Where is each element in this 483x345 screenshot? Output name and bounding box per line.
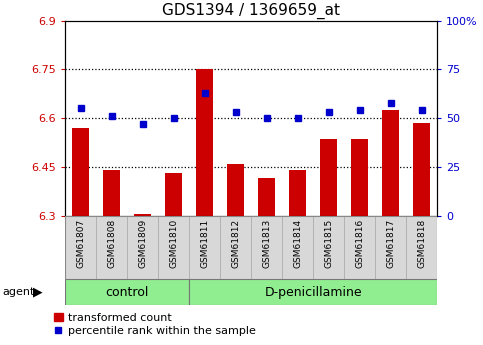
Text: GSM61811: GSM61811 [200, 219, 209, 268]
Bar [344, 216, 375, 279]
Bar [158, 216, 189, 279]
Bar [196, 69, 213, 216]
Bar [65, 279, 189, 305]
Title: GDS1394 / 1369659_at: GDS1394 / 1369659_at [162, 3, 340, 19]
Text: GSM61810: GSM61810 [169, 219, 178, 268]
Bar [382, 110, 399, 216]
Bar [251, 216, 282, 279]
Bar [258, 178, 275, 216]
Bar [413, 123, 430, 216]
Text: GSM61816: GSM61816 [355, 219, 364, 268]
Text: GSM61818: GSM61818 [417, 219, 426, 268]
Bar [96, 216, 127, 279]
Bar [313, 216, 344, 279]
Text: control: control [105, 286, 149, 299]
Bar [72, 128, 89, 216]
Text: GSM61812: GSM61812 [231, 219, 240, 268]
Bar [165, 174, 182, 216]
Text: GSM61813: GSM61813 [262, 219, 271, 268]
Legend: transformed count, percentile rank within the sample: transformed count, percentile rank withi… [54, 313, 256, 336]
Bar [220, 216, 251, 279]
Text: GSM61815: GSM61815 [324, 219, 333, 268]
Bar [103, 170, 120, 216]
Bar [282, 216, 313, 279]
Text: GSM61808: GSM61808 [107, 219, 116, 268]
Bar [320, 139, 337, 216]
Bar [134, 214, 151, 216]
Text: GSM61807: GSM61807 [76, 219, 85, 268]
Text: GSM61814: GSM61814 [293, 219, 302, 268]
Bar [65, 216, 96, 279]
Bar [375, 216, 406, 279]
Bar [189, 279, 437, 305]
Bar [189, 216, 220, 279]
Text: agent: agent [2, 287, 35, 297]
Bar [289, 170, 306, 216]
Bar [406, 216, 437, 279]
Text: D-penicillamine: D-penicillamine [264, 286, 362, 299]
Bar [127, 216, 158, 279]
Bar [227, 164, 244, 216]
Text: ▶: ▶ [33, 286, 43, 299]
Bar [351, 139, 368, 216]
Text: GSM61817: GSM61817 [386, 219, 395, 268]
Text: GSM61809: GSM61809 [138, 219, 147, 268]
